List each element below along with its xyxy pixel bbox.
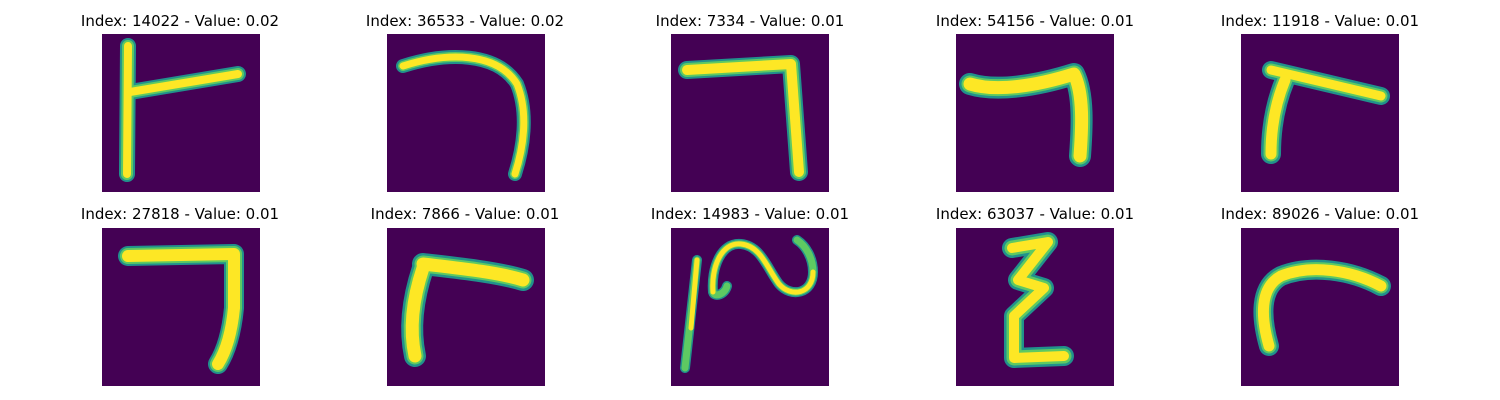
- panel-title: Index: 63037 - Value: 0.01: [935, 205, 1135, 223]
- panel-title: Index: 11918 - Value: 0.01: [1220, 12, 1420, 30]
- digit-image: [1241, 228, 1399, 386]
- digit-image: [387, 228, 545, 386]
- stroke-digit-7: [118, 244, 244, 374]
- digit-image: [102, 228, 260, 386]
- stroke-digit-7-short: [401, 253, 534, 367]
- panel-title: Index: 7866 - Value: 0.01: [370, 205, 560, 223]
- digit-image: [956, 34, 1114, 192]
- digit-image: [956, 228, 1114, 386]
- stroke-digit-7-short: [1261, 61, 1390, 164]
- digit-image: [671, 34, 829, 192]
- stroke-digit-7: [678, 55, 808, 181]
- panel-title: Index: 14983 - Value: 0.01: [650, 205, 850, 223]
- stroke-digit-7-with-vertical-bar: [119, 38, 246, 182]
- panel-title: Index: 36533 - Value: 0.02: [365, 12, 565, 30]
- stroke-digit-7: [959, 63, 1093, 167]
- digit-image: [1241, 34, 1399, 192]
- stroke-zigzag-digit-3: [1002, 232, 1074, 368]
- panel-title: Index: 14022 - Value: 0.02: [80, 12, 280, 30]
- panel-title: Index: 27818 - Value: 0.01: [80, 205, 280, 223]
- digit-image: [102, 34, 260, 192]
- panel-title: Index: 89026 - Value: 0.01: [1220, 205, 1420, 223]
- stroke-hook: [1253, 259, 1391, 356]
- digit-image: [671, 228, 829, 386]
- stroke-curved-digit-7: [396, 50, 531, 181]
- digit-image: [387, 34, 545, 192]
- stroke-squiggle: [680, 235, 818, 373]
- panel-title: Index: 7334 - Value: 0.01: [655, 12, 845, 30]
- panel-title: Index: 54156 - Value: 0.01: [935, 12, 1135, 30]
